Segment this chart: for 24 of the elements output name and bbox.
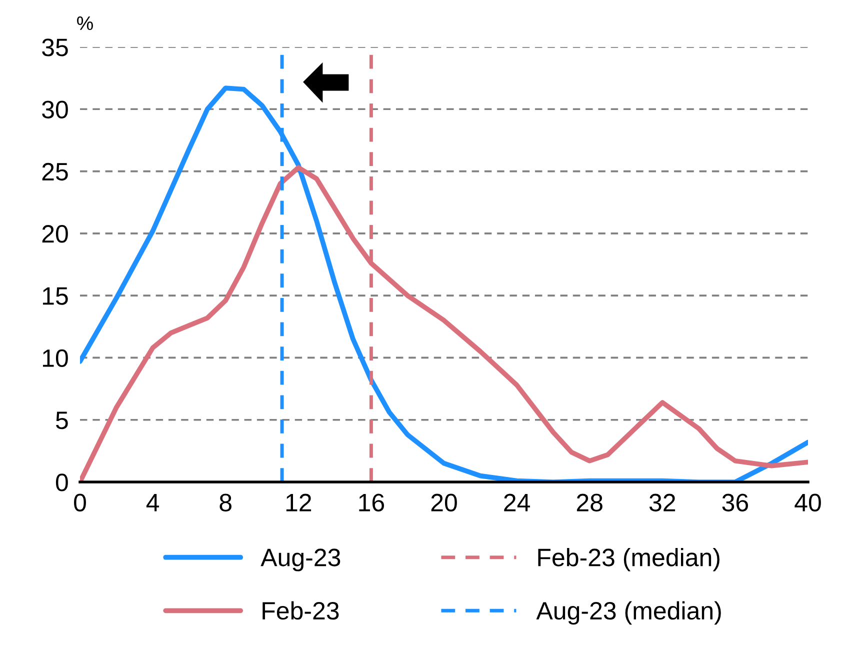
x-tick-label: 8 — [220, 494, 232, 512]
x-tick-label: 28 — [576, 494, 602, 512]
x-tick-label: 36 — [722, 494, 748, 512]
x-tick-label: 0 — [74, 494, 86, 512]
x-tick-label: 16 — [359, 494, 384, 512]
y-tick-label: 5 — [56, 412, 68, 430]
x-tick-label: 32 — [649, 494, 676, 512]
y-tick-label: 15 — [42, 287, 68, 305]
y-tick-label: 30 — [42, 100, 68, 118]
legend-label: Feb-23 (median) — [538, 548, 720, 572]
x-tick-label: 12 — [286, 494, 312, 512]
y-axis-title: % — [77, 16, 93, 30]
y-tick-label: 25 — [42, 162, 68, 181]
x-tick-label: 4 — [146, 494, 160, 512]
legend-label: Feb-23 — [262, 601, 339, 620]
x-tick-label: 20 — [431, 494, 457, 512]
y-tick-label: 35 — [42, 38, 68, 56]
y-tick-label: 10 — [42, 349, 68, 368]
legend-label: Aug-23 (median) — [536, 601, 721, 625]
y-tick-label: 0 — [56, 474, 68, 492]
x-tick-label: 24 — [504, 494, 530, 512]
y-tick-label: 20 — [42, 225, 68, 243]
legend-label: Aug-23 — [260, 548, 340, 572]
x-tick-label: 40 — [794, 494, 821, 512]
